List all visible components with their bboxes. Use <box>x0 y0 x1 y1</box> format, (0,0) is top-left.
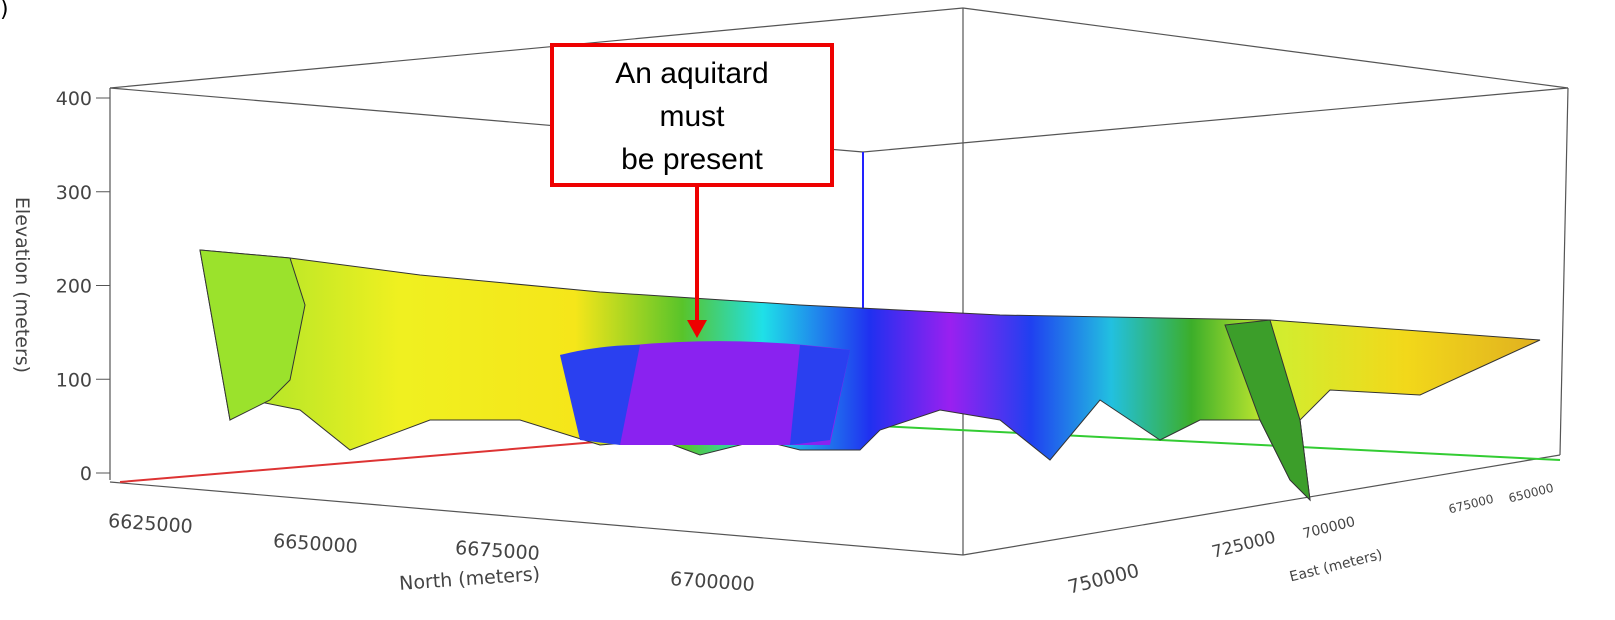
axis-label: Elevation (meters) <box>11 197 33 373</box>
panel-label: ) <box>0 0 9 22</box>
callout-text: be present <box>621 143 763 176</box>
axis-label: East (meters) <box>1288 547 1384 586</box>
tick-label: 6650000 <box>272 530 358 558</box>
axis-label: North (meters) <box>398 563 540 595</box>
callout-text: must <box>659 100 725 133</box>
tick-label: 700000 <box>1301 514 1357 542</box>
callout-text: An aquitard <box>615 57 768 90</box>
tick-label: 300 <box>56 182 92 204</box>
tick-label: 200 <box>56 276 92 298</box>
tick-label: 725000 <box>1210 528 1278 563</box>
figure: An aquitard must be present ) Elevation … <box>0 0 1615 620</box>
tick-label: 6675000 <box>454 537 540 565</box>
tick-label: 6625000 <box>107 510 193 538</box>
x-axis-line <box>120 440 620 482</box>
tick-label: 6700000 <box>669 568 755 596</box>
tick-label: 650000 <box>1507 481 1555 506</box>
tick-label: 750000 <box>1066 560 1142 599</box>
tick-label: 400 <box>56 88 92 110</box>
page: An aquitard must be present ) Elevation … <box>0 0 1615 620</box>
y-axis-line <box>860 425 1560 460</box>
surface <box>200 250 1540 500</box>
tick-label: 100 <box>56 369 92 391</box>
tick-label: 675000 <box>1447 492 1495 517</box>
tick-label: 0 <box>80 463 92 485</box>
